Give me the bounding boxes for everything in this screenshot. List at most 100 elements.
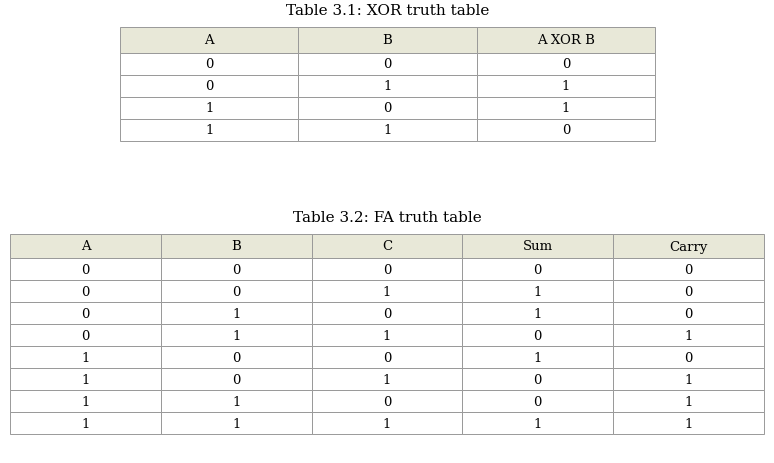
Text: 0: 0 <box>562 124 570 137</box>
Bar <box>161 302 312 324</box>
Text: 0: 0 <box>533 329 542 342</box>
Bar <box>312 258 462 281</box>
Bar <box>10 234 161 258</box>
Text: Sum: Sum <box>522 240 553 253</box>
Bar <box>312 368 462 390</box>
Text: 1: 1 <box>684 373 693 386</box>
Bar <box>613 258 764 281</box>
Bar <box>462 302 613 324</box>
Bar <box>477 76 655 98</box>
Text: 0: 0 <box>684 285 693 298</box>
Text: 1: 1 <box>562 102 570 115</box>
Text: 0: 0 <box>81 329 90 342</box>
Text: 1: 1 <box>81 417 90 430</box>
Bar <box>462 281 613 302</box>
Bar <box>298 28 477 54</box>
Bar <box>312 234 462 258</box>
Text: 1: 1 <box>562 80 570 94</box>
Text: 1: 1 <box>383 80 392 94</box>
Bar <box>10 302 161 324</box>
Text: 1: 1 <box>232 394 241 407</box>
Bar <box>312 281 462 302</box>
Bar <box>298 120 477 142</box>
Bar <box>161 324 312 346</box>
Text: 1: 1 <box>383 417 391 430</box>
Text: 0: 0 <box>562 58 570 71</box>
Text: 1: 1 <box>205 124 214 137</box>
Text: 1: 1 <box>383 373 391 386</box>
Bar <box>613 234 764 258</box>
Text: 0: 0 <box>533 263 542 276</box>
Bar <box>120 120 298 142</box>
Bar <box>161 281 312 302</box>
Text: 1: 1 <box>533 285 542 298</box>
Bar <box>312 412 462 434</box>
Bar <box>161 234 312 258</box>
Bar <box>613 281 764 302</box>
Text: Table 3.1: XOR truth table: Table 3.1: XOR truth table <box>286 4 489 18</box>
Bar <box>312 324 462 346</box>
Bar <box>613 412 764 434</box>
Text: 1: 1 <box>684 394 693 407</box>
Text: B: B <box>382 34 392 47</box>
Bar <box>161 258 312 281</box>
Bar <box>161 368 312 390</box>
Text: 0: 0 <box>232 285 241 298</box>
Bar <box>462 368 613 390</box>
Text: 1: 1 <box>684 417 693 430</box>
Text: 0: 0 <box>232 373 241 386</box>
Text: 1: 1 <box>81 351 90 364</box>
Bar <box>298 76 477 98</box>
Text: 1: 1 <box>232 307 241 320</box>
Bar <box>312 302 462 324</box>
Bar <box>161 346 312 368</box>
Bar <box>120 76 298 98</box>
Bar <box>161 412 312 434</box>
Bar <box>120 54 298 76</box>
Text: 0: 0 <box>383 263 391 276</box>
Text: 0: 0 <box>684 263 693 276</box>
Bar <box>613 390 764 412</box>
Text: 1: 1 <box>205 102 214 115</box>
Text: 0: 0 <box>533 373 542 386</box>
Bar <box>10 412 161 434</box>
Text: 0: 0 <box>383 394 391 407</box>
Bar <box>613 302 764 324</box>
Text: 0: 0 <box>383 351 391 364</box>
Text: 0: 0 <box>205 80 214 94</box>
Text: 1: 1 <box>533 351 542 364</box>
Bar <box>120 28 298 54</box>
Bar <box>477 98 655 120</box>
Text: 0: 0 <box>383 102 392 115</box>
Bar <box>613 368 764 390</box>
Text: 0: 0 <box>232 263 241 276</box>
Text: C: C <box>382 240 392 253</box>
Text: 0: 0 <box>81 307 90 320</box>
Text: A: A <box>80 240 91 253</box>
Text: 1: 1 <box>383 124 392 137</box>
Text: 1: 1 <box>232 329 241 342</box>
Bar <box>312 390 462 412</box>
Text: 0: 0 <box>684 307 693 320</box>
Text: Carry: Carry <box>670 240 707 253</box>
Text: 0: 0 <box>533 394 542 407</box>
Text: 0: 0 <box>232 351 241 364</box>
Bar <box>477 120 655 142</box>
Bar <box>462 412 613 434</box>
Text: 1: 1 <box>383 285 391 298</box>
Text: 1: 1 <box>81 373 90 386</box>
Text: 1: 1 <box>232 417 241 430</box>
Bar <box>10 346 161 368</box>
Bar <box>10 390 161 412</box>
Text: 1: 1 <box>81 394 90 407</box>
Text: Table 3.2: FA truth table: Table 3.2: FA truth table <box>293 211 481 225</box>
Text: 0: 0 <box>205 58 214 71</box>
Text: 0: 0 <box>383 58 392 71</box>
Bar <box>10 281 161 302</box>
Bar <box>120 98 298 120</box>
Text: 1: 1 <box>383 329 391 342</box>
Bar <box>477 28 655 54</box>
Bar <box>298 98 477 120</box>
Bar <box>462 234 613 258</box>
Bar <box>462 346 613 368</box>
